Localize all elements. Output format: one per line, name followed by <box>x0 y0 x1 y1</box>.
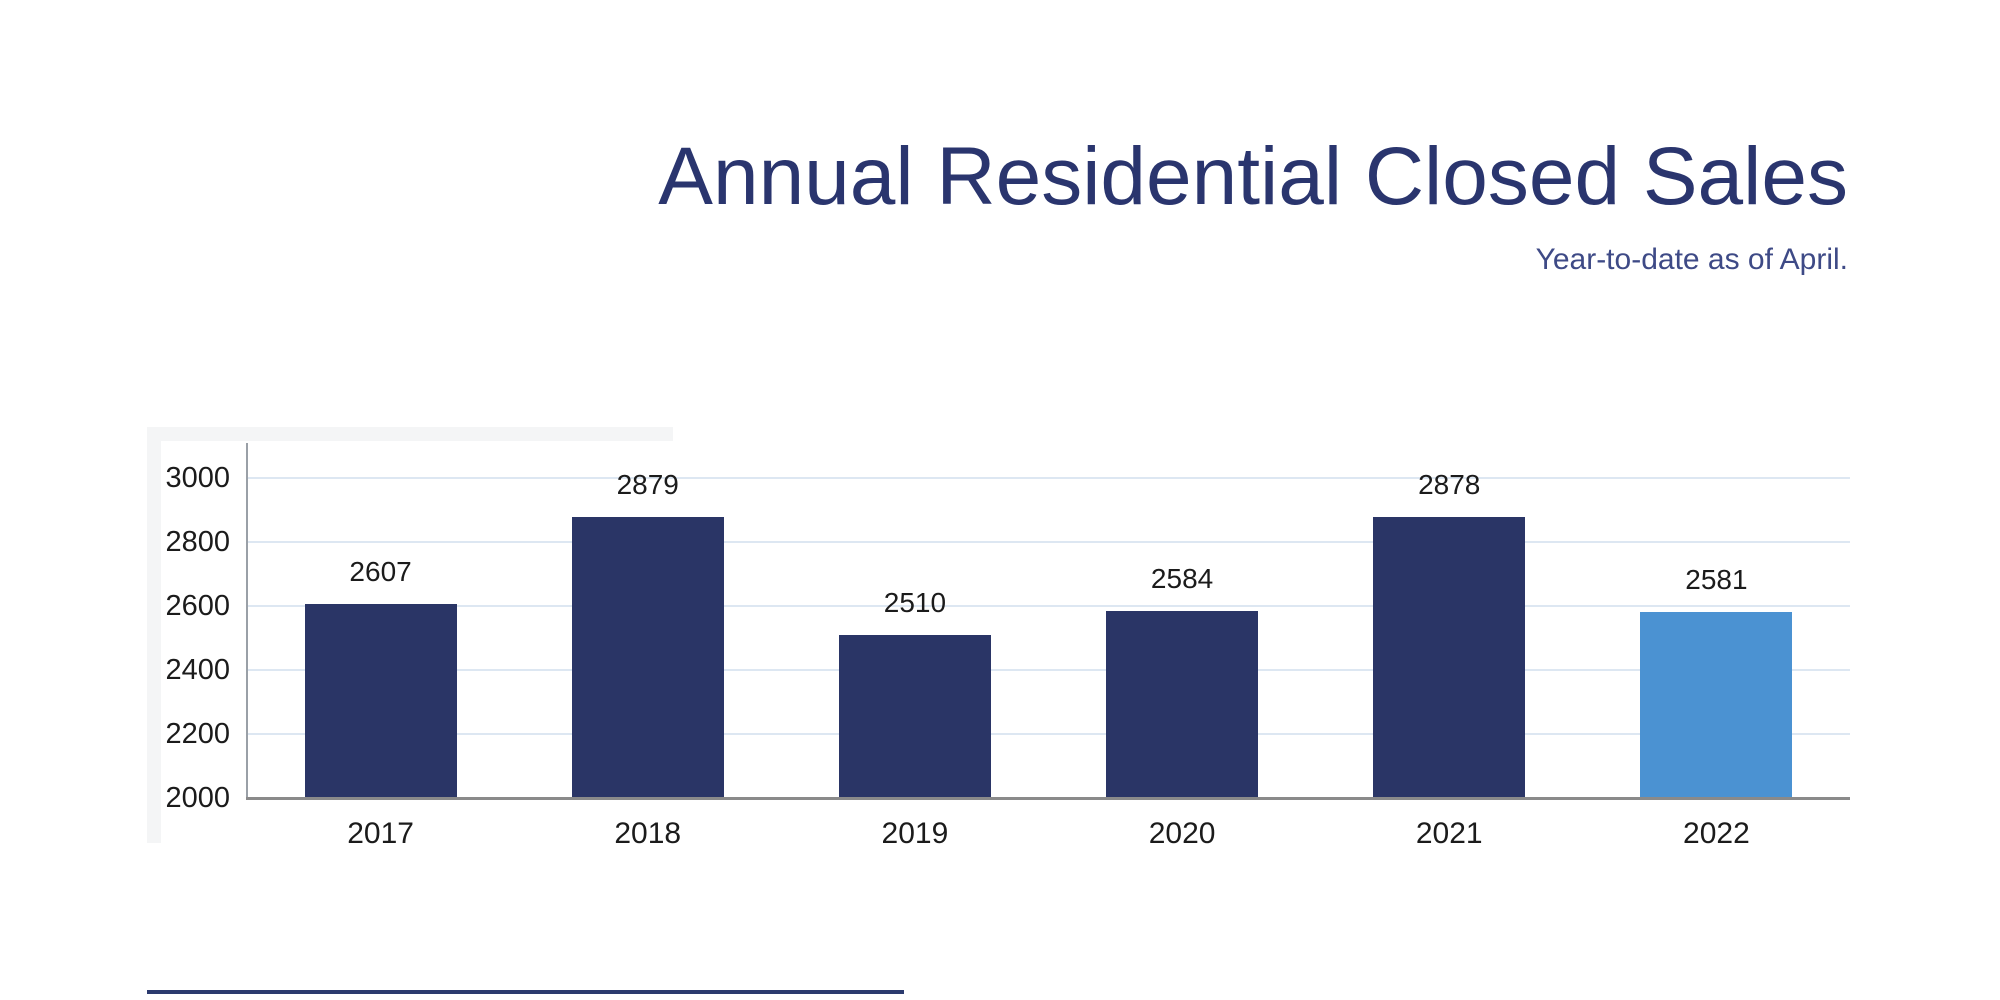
bar <box>1640 612 1793 797</box>
footer-rule <box>147 990 904 994</box>
bar-value-label: 2607 <box>349 555 412 587</box>
chart-subtitle: Year-to-date as of April. <box>1535 243 1848 276</box>
y-tick-label: 2800 <box>165 526 230 558</box>
bar-value-label: 2878 <box>1418 469 1481 501</box>
gridline <box>248 477 1850 479</box>
bar <box>304 603 457 797</box>
x-tick-label: 2018 <box>614 817 682 850</box>
y-tick-label: 2200 <box>165 718 230 750</box>
bar-value-label: 2584 <box>1150 563 1214 595</box>
gridline <box>248 669 1850 671</box>
y-tick-label: 2400 <box>165 654 230 686</box>
x-tick-label: 2021 <box>1415 817 1483 850</box>
gridline <box>248 733 1850 735</box>
bar-value-label: 2879 <box>616 468 679 500</box>
background-panel-edge-top <box>147 427 673 441</box>
gridline <box>248 541 1850 543</box>
background-panel-edge-left <box>147 427 161 843</box>
y-tick-label: 2600 <box>165 590 230 622</box>
bar-value-label: 2581 <box>1685 564 1748 596</box>
bar <box>571 516 724 797</box>
x-tick-label: 2017 <box>347 817 414 850</box>
x-axis-line <box>246 797 1850 800</box>
y-tick-label: 3000 <box>165 462 230 494</box>
gridline <box>248 605 1850 607</box>
chart-title: Annual Residential Closed Sales <box>658 131 1848 222</box>
y-tick-label: 2000 <box>165 782 230 814</box>
bar <box>1106 611 1259 797</box>
bar <box>1373 517 1526 797</box>
x-tick-label: 2019 <box>881 817 949 850</box>
bar-value-label: 2510 <box>883 586 947 618</box>
x-tick-label: 2022 <box>1683 817 1750 850</box>
y-axis-line <box>246 443 248 800</box>
x-tick-label: 2020 <box>1148 817 1216 850</box>
bar <box>838 634 991 797</box>
